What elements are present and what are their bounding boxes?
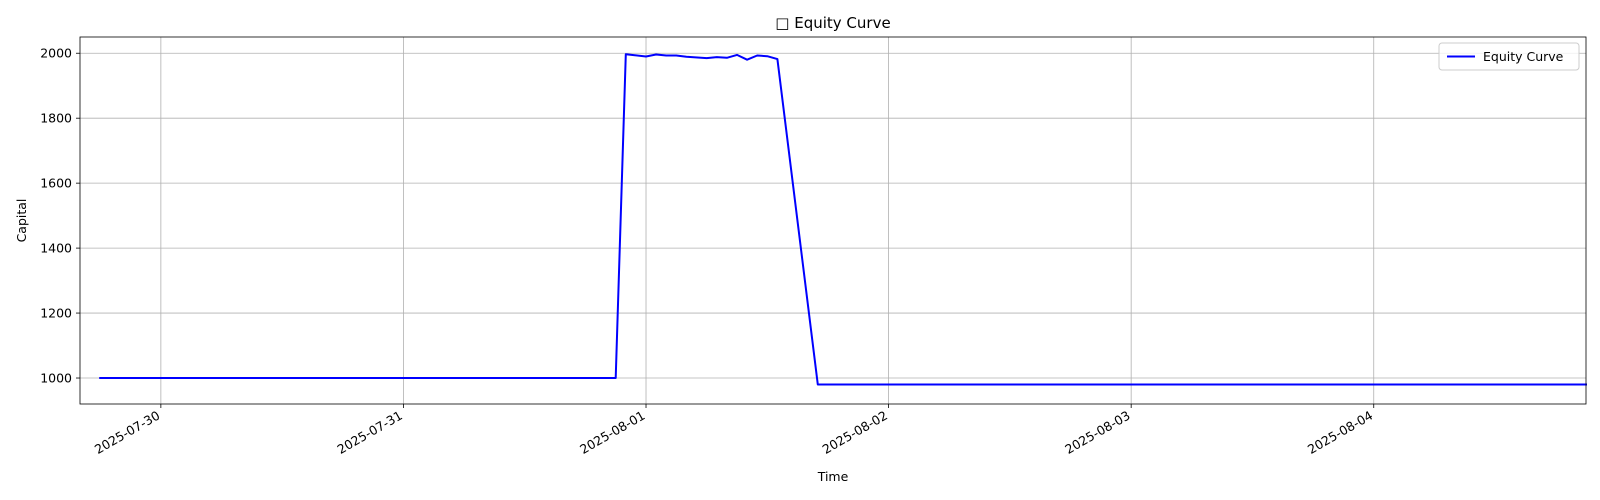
y-tick-label: 1400 (40, 241, 72, 256)
y-tick-label: 1600 (40, 176, 72, 191)
x-axis-label: Time (817, 469, 849, 484)
y-tick-label: 1800 (40, 111, 72, 126)
y-tick-label: 1200 (40, 306, 72, 321)
chart-title: □ Equity Curve (775, 14, 890, 32)
y-axis-label: Capital (14, 199, 29, 243)
legend-label: Equity Curve (1483, 49, 1564, 64)
series-layer (99, 53, 1587, 386)
y-axis-ticks: 1000 1200 1400 1600 1800 2000 (40, 46, 80, 386)
plot-frame (79, 36, 1587, 405)
y-tick-label: 2000 (40, 46, 72, 61)
legend-box (1438, 42, 1580, 71)
grid-lines (80, 37, 1586, 404)
legend: Equity Curve (1438, 42, 1580, 71)
y-tick-label: 1000 (40, 371, 72, 386)
series-line-equity-curve (99, 53, 1587, 386)
